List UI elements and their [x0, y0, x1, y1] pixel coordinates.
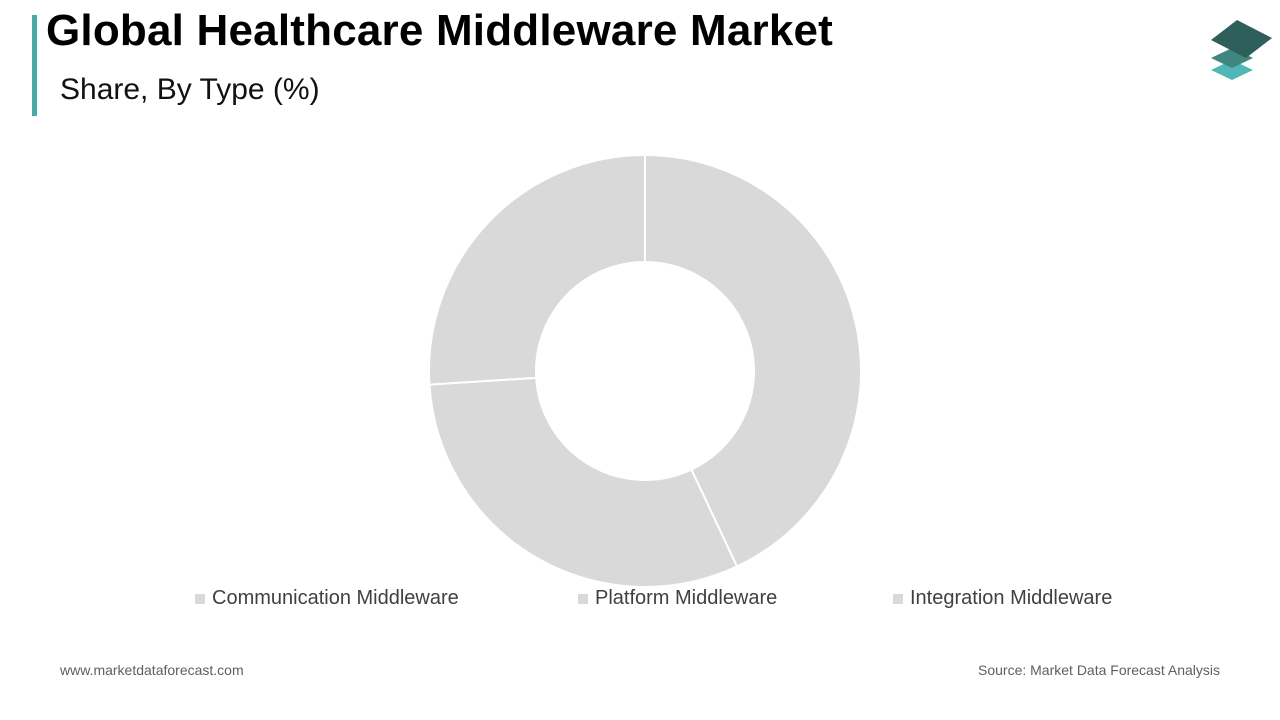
logo-layer-top — [1211, 20, 1272, 58]
page-subtitle: Share, By Type (%) — [60, 73, 320, 106]
legend-swatch — [195, 593, 205, 604]
logo-layer-bottom — [1211, 60, 1253, 80]
legend-label: Integration Middleware — [910, 587, 1113, 609]
slice-integration-middleware — [428, 153, 646, 386]
legend-swatch — [893, 593, 903, 604]
footer-website: www.marketdataforecast.com — [60, 662, 244, 678]
legend-label: Communication Middleware — [212, 587, 459, 609]
legend-label: Platform Middleware — [595, 587, 778, 609]
legend-item-integration: Integration Middleware — [893, 587, 1112, 610]
footer-source: Source: Market Data Forecast Analysis — [978, 662, 1220, 678]
slice-communication-middleware — [644, 153, 862, 568]
title-accent-bar — [32, 15, 37, 116]
donut-slices — [428, 153, 862, 588]
legend-item-platform: Platform Middleware — [578, 587, 777, 610]
chart-legend: Communication Middleware Platform Middle… — [0, 587, 1280, 611]
slice-platform-middleware — [428, 376, 739, 588]
legend-swatch — [578, 593, 588, 604]
legend-item-communication: Communication Middleware — [195, 587, 459, 610]
page-title: Global Healthcare Middleware Market — [46, 6, 834, 55]
stacked-layers-icon — [1211, 20, 1272, 80]
